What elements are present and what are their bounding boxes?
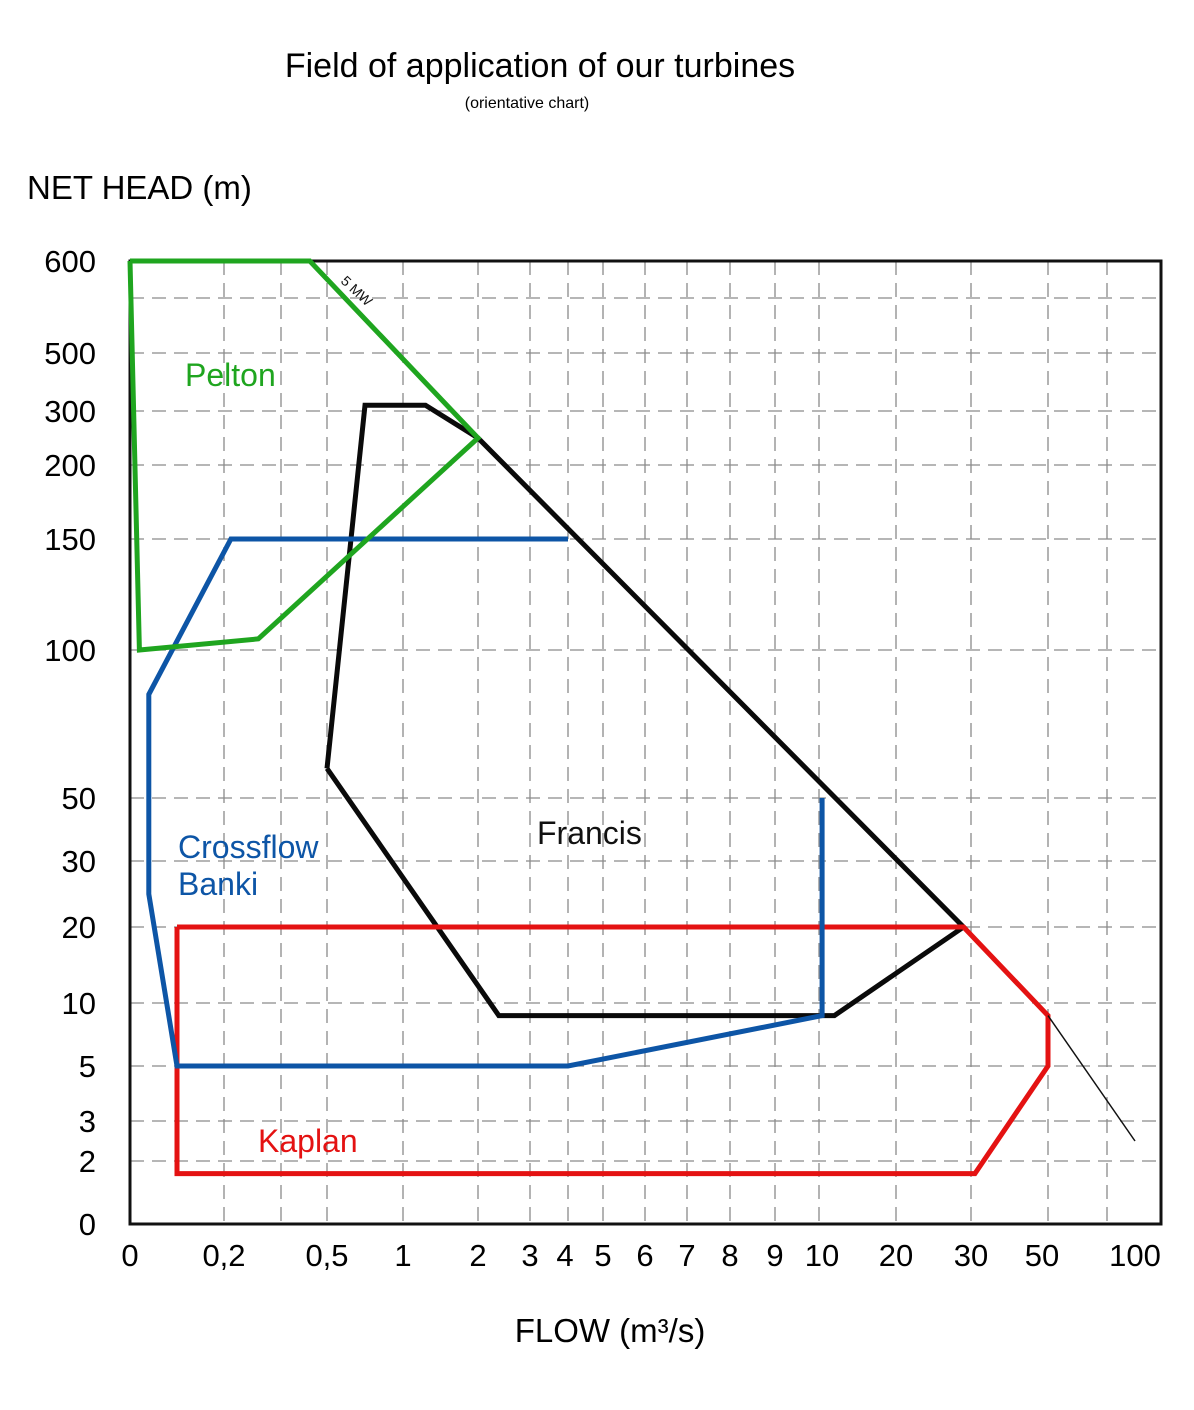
series-francis-outline (324, 402, 968, 1019)
x-tick-label: 9 (766, 1238, 783, 1273)
x-tick-label: 20 (879, 1238, 913, 1273)
y-tick-label: 30 (62, 844, 96, 879)
chart-title: Field of application of our turbines (285, 47, 795, 85)
y-tick-label: 3 (79, 1104, 96, 1139)
y-axis-label: NET HEAD (m) (27, 169, 252, 206)
x-tick-label: 7 (678, 1238, 695, 1273)
y-tick-label: 0 (79, 1207, 96, 1242)
x-tick-label: 8 (721, 1238, 738, 1273)
y-tick-label: 2 (79, 1144, 96, 1179)
x-tick-label: 3 (521, 1238, 538, 1273)
x-tick-label: 30 (954, 1238, 988, 1273)
x-axis-label: FLOW (m³/s) (515, 1312, 706, 1349)
y-tick-label: 300 (44, 394, 96, 429)
y-tick-label: 10 (62, 986, 96, 1021)
x-tick-label: 50 (1025, 1238, 1059, 1273)
series-label-francis: Francis (537, 815, 642, 851)
x-tick-label: 5 (594, 1238, 611, 1273)
plot-frame (128, 259, 1163, 1226)
tick-labels: 0 0,2 0,5 1 2 3 4 5 6 7 8 9 10 20 30 50 1000235102030501… (44, 244, 1161, 1273)
power-limit-extension-line (1047, 1015, 1136, 1142)
y-tick-label: 20 (62, 910, 96, 945)
annotation-5mw: 5 MW (338, 272, 376, 309)
y-tick-label: 200 (44, 448, 96, 483)
x-tick-label: 100 (1109, 1238, 1161, 1273)
chart-subtitle: (orientative chart) (465, 95, 590, 112)
series-kaplan-outline (174, 924, 1051, 1177)
x-tick-label: 4 (556, 1238, 573, 1273)
y-tick-label: 600 (44, 244, 96, 279)
y-tick-label: 5 (79, 1049, 96, 1084)
series-label-crossflow-banki: Crossflow (178, 829, 319, 865)
series-pelton-outline (127, 258, 482, 653)
x-tick-label: 0,5 (305, 1238, 348, 1273)
series-areas (127, 258, 1136, 1177)
x-tick-label: 0,2 (202, 1238, 245, 1273)
y-tick-label: 50 (62, 781, 96, 816)
x-tick-label: 2 (469, 1238, 486, 1273)
x-tick-label: 1 (394, 1238, 411, 1273)
x-tick-label: 0 (121, 1238, 138, 1273)
y-tick-label: 150 (44, 522, 96, 557)
x-tick-label: 6 (636, 1238, 653, 1273)
series-label-pelton: Pelton (185, 357, 276, 393)
y-tick-label: 100 (44, 633, 96, 668)
series-crossflow-banki-outline (146, 536, 825, 1069)
y-tick-label: 500 (44, 336, 96, 371)
series-label-kaplan: Kaplan (258, 1123, 358, 1159)
x-tick-label: 10 (805, 1238, 839, 1273)
series-label-crossflow-banki: Banki (178, 866, 258, 902)
grid (130, 261, 1161, 1224)
